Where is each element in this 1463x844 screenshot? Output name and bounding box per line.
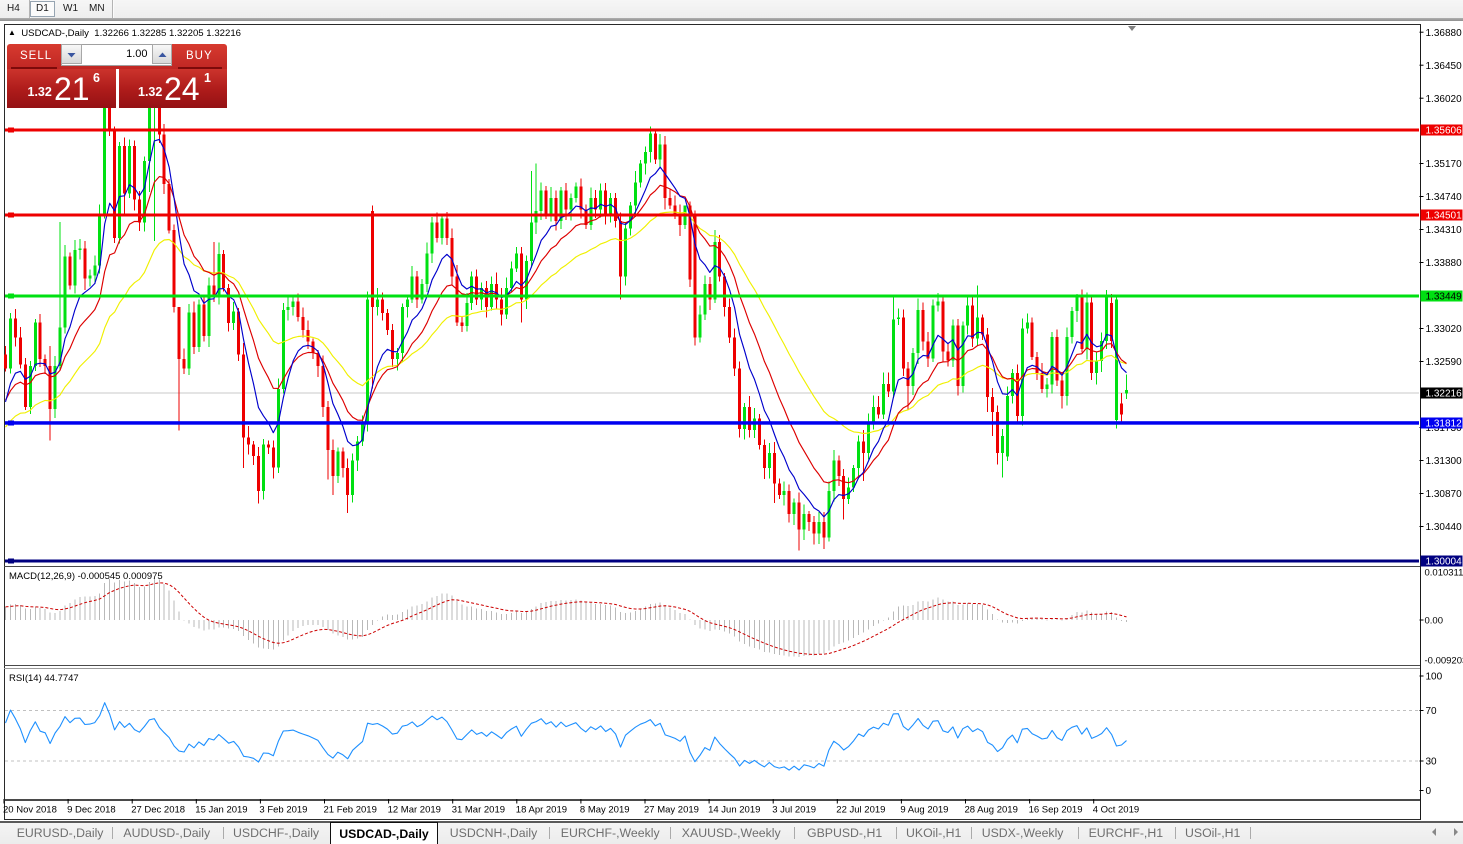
svg-text:1.31730: 1.31730 (1426, 423, 1463, 434)
svg-text:3 Feb 2019: 3 Feb 2019 (259, 805, 307, 816)
svg-text:MACD(12,26,9) -0.000545 0.0009: MACD(12,26,9) -0.000545 0.000975 (9, 571, 163, 582)
svg-text:12 Mar 2019: 12 Mar 2019 (388, 805, 441, 816)
svg-text:1.35170: 1.35170 (1426, 159, 1463, 170)
svg-text:1.34501: 1.34501 (1426, 211, 1463, 222)
svg-text:27 Dec 2018: 27 Dec 2018 (131, 805, 185, 816)
svg-text:1.33020: 1.33020 (1426, 324, 1463, 335)
svg-text:1.30004: 1.30004 (1426, 557, 1463, 568)
svg-text:8 May 2019: 8 May 2019 (580, 805, 630, 816)
svg-text:1.36450: 1.36450 (1426, 61, 1463, 72)
svg-text:31 Mar 2019: 31 Mar 2019 (452, 805, 505, 816)
svg-text:9 Dec 2018: 9 Dec 2018 (67, 805, 116, 816)
svg-text:14 Jun 2019: 14 Jun 2019 (708, 805, 760, 816)
svg-text:9 Aug 2019: 9 Aug 2019 (900, 805, 948, 816)
svg-text:15 Jan 2019: 15 Jan 2019 (195, 805, 247, 816)
svg-text:1.30440: 1.30440 (1426, 522, 1463, 533)
svg-text:1.36880: 1.36880 (1426, 28, 1463, 39)
svg-text:1.35606: 1.35606 (1426, 126, 1463, 137)
svg-text:22 Jul 2019: 22 Jul 2019 (836, 805, 885, 816)
svg-text:70: 70 (1426, 706, 1438, 717)
svg-text:3 Jul 2019: 3 Jul 2019 (772, 805, 816, 816)
svg-text:27 May 2019: 27 May 2019 (644, 805, 699, 816)
svg-text:1.30870: 1.30870 (1426, 489, 1463, 500)
svg-text:1.36020: 1.36020 (1426, 94, 1463, 105)
svg-text:18 Apr 2019: 18 Apr 2019 (516, 805, 567, 816)
svg-text:1.31812: 1.31812 (1426, 419, 1463, 430)
svg-text:1.33880: 1.33880 (1426, 258, 1463, 269)
svg-text:30: 30 (1426, 757, 1438, 768)
svg-text:0.010311: 0.010311 (1425, 567, 1463, 578)
svg-text:1.34740: 1.34740 (1426, 192, 1463, 203)
svg-text:100: 100 (1426, 672, 1443, 683)
svg-text:RSI(14) 44.7747: RSI(14) 44.7747 (9, 673, 79, 684)
svg-text:0: 0 (1426, 786, 1432, 797)
svg-text:1.33449: 1.33449 (1426, 292, 1463, 303)
svg-text:28 Aug 2019: 28 Aug 2019 (965, 805, 1018, 816)
svg-text:0.00: 0.00 (1425, 615, 1444, 626)
svg-text:20 Nov 2018: 20 Nov 2018 (3, 805, 57, 816)
svg-text:1.32590: 1.32590 (1426, 357, 1463, 368)
svg-text:4 Oct 2019: 4 Oct 2019 (1093, 805, 1139, 816)
svg-text:1.32216: 1.32216 (1426, 389, 1463, 400)
svg-text:1.34310: 1.34310 (1426, 225, 1463, 236)
svg-text:-0.009203: -0.009203 (1425, 655, 1463, 666)
svg-text:21 Feb 2019: 21 Feb 2019 (324, 805, 377, 816)
svg-text:1.31300: 1.31300 (1426, 456, 1463, 467)
svg-text:16 Sep 2019: 16 Sep 2019 (1029, 805, 1083, 816)
